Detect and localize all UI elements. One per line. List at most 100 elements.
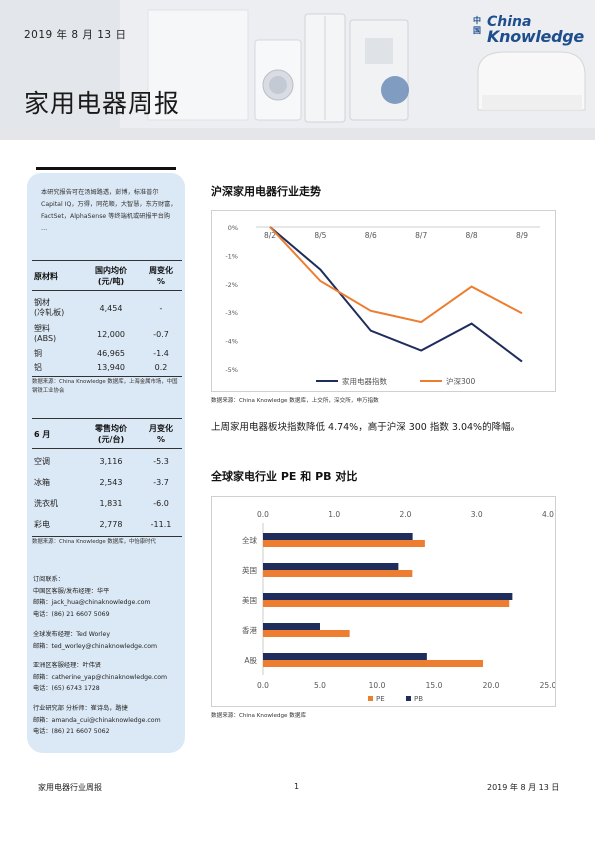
contact-block-china: 订阅联系： 中国区客服/发布经理：华平 邮箱：jack_hua@chinakno… [33, 576, 151, 618]
legend-label: PB [414, 695, 423, 703]
material-price: 46,965 [97, 348, 125, 358]
material-price: 4,454 [99, 303, 123, 313]
table-row: 铝 13,940 0.2 [32, 360, 182, 374]
pb-bar [263, 623, 320, 630]
top-axis-tick-label: 3.0 [471, 510, 483, 519]
appliance-price: 2,543 [99, 478, 123, 487]
retail-header-price: 零售均价 (元/台) [95, 424, 127, 444]
summary-paragraph: 上周家用电器板块指数降低 4.74%，高于沪深 300 指数 3.04%的降幅。 [211, 422, 521, 433]
bottom-axis-tick-label: 5.0 [314, 681, 326, 690]
pe-bar [263, 660, 484, 667]
y-tick-label: -1% [225, 252, 238, 260]
table-rule [32, 260, 182, 261]
pb-bar [263, 653, 427, 660]
pe-bar [263, 600, 510, 607]
top-axis-tick-label: 4.0 [542, 510, 554, 519]
y-tick-label: 0% [228, 224, 238, 232]
contact-block-asia: 亚洲区客服经理：叶伟贤 邮箱：catherine_yap@chinaknowle… [33, 662, 168, 692]
page-title: 家用电器周报 [24, 89, 181, 118]
material-price: 12,000 [97, 329, 125, 339]
pb-bar [263, 593, 513, 600]
bar-chart: 0.0 1.0 2.0 3.0 4.0 0.0 5.0 10.0 15.0 20.0 25.0 全球英… [242, 510, 555, 703]
bar-chart-source: 数据来源：China Knowledge 数据库 [211, 713, 307, 719]
x-tick-label: 8/9 [516, 231, 528, 240]
retail-header-month: 6 月 [34, 429, 51, 439]
legend-label: 沪深300 [446, 376, 476, 386]
logo-word-knowledge: Knowledge [487, 27, 584, 46]
sidebar-top-rule [36, 167, 176, 170]
materials-header-price: 国内均价 (元/吨) [95, 266, 127, 286]
top-axis-tick-label: 0.0 [257, 510, 269, 519]
section-title-trend: 沪深家用电器行业走势 [211, 185, 321, 198]
bar-chart-box: 0.0 1.0 2.0 3.0 4.0 0.0 5.0 10.0 15.0 20.0 25.0 全球英… [211, 496, 556, 707]
pb-bar [263, 533, 413, 540]
contact-block-research: 行业研究部 分析师：崔诗岛，路捷 邮箱：amanda_cui@chinaknow… [33, 705, 161, 735]
retail-table: 6 月 零售均价 (元/台) 月变化 % [32, 422, 182, 446]
table-row: 铜 46,965 -1.4 [32, 346, 182, 360]
y-tick-label: -4% [225, 338, 238, 346]
footer-report-name: 家用电器行业周报 [38, 783, 102, 792]
china-knowledge-logo: 中国 China Knowledge [473, 14, 584, 48]
appliance-change: -5.3 [153, 457, 169, 466]
logo-word-china: China [487, 14, 532, 30]
materials-table: 原材料 国内均价 (元/吨) 周变化 % [32, 264, 182, 288]
appliance-name: 空调 [34, 457, 50, 466]
retail-table-body: 空调 3,116 -5.3 冰箱 2,543 -3.7 洗衣机 1,831 -6… [32, 451, 182, 535]
series-line-1 [269, 226, 523, 324]
retail-source: 数据来源：China Knowledge 数据库，中怡康时代 [32, 539, 156, 545]
material-name: 铜 [34, 348, 42, 358]
top-axis-tick-label: 2.0 [400, 510, 412, 519]
legend-label: PE [376, 695, 385, 703]
category-label: 美国 [242, 595, 257, 605]
category-label: 英国 [242, 565, 257, 575]
series-line-0 [269, 226, 523, 363]
x-tick-label: 8/2 [264, 231, 276, 240]
material-name: 铝 [34, 362, 42, 372]
y-tick-label: -3% [225, 309, 238, 317]
table-row: 塑料 (ABS) 12,000 -0.7 [32, 322, 182, 346]
bottom-axis-tick-label: 20.0 [483, 681, 500, 690]
sidebar-panel: 本研究报告可在汤姆路透，彭博，标准普尔 Capital IQ，万得，同花顺，大智… [27, 173, 185, 753]
legend-swatch [406, 696, 411, 701]
y-tick-label: -2% [225, 281, 238, 289]
material-name: 钢材 (冷轧板) [34, 298, 65, 317]
table-rule [32, 418, 182, 419]
category-label: 全球 [242, 535, 257, 545]
line-chart-box: 0% -1% -2% -3% -4% -5% 8/2 8/5 8/6 8/7 8/8 8/9 家用电器指… [211, 210, 556, 392]
category-label: 香港 [242, 625, 257, 635]
table-rule [32, 536, 182, 537]
distribution-note-text: 本研究报告可在汤姆路透，彭博，标准普尔 Capital IQ，万得，同花顺，大智… [41, 189, 177, 220]
table-row: 空调 3,116 -5.3 [32, 451, 182, 472]
material-change: - [159, 303, 163, 313]
x-tick-label: 8/6 [365, 231, 377, 240]
page-header: 2019 年 8 月 13 日 家用电器周报 中国 China Knowledg… [0, 0, 595, 140]
table-row: 洗衣机 1,831 -6.0 [32, 493, 182, 514]
table-row: 彩电 2,778 -11.1 [32, 514, 182, 535]
y-tick-label: -5% [225, 366, 238, 374]
line-chart: 0% -1% -2% -3% -4% -5% 8/2 8/5 8/6 8/7 8/8 8/9 家用电器指… [225, 224, 540, 386]
x-tick-label: 8/5 [314, 231, 326, 240]
material-change: 0.2 [154, 362, 168, 372]
bottom-axis-tick-label: 25.0 [540, 681, 555, 690]
contact-block-global: 全球发布经理：Ted Worley 邮箱：ted_worley@chinakno… [33, 631, 158, 650]
appliance-name: 冰箱 [34, 478, 50, 487]
appliance-photo-banner [0, 0, 595, 140]
table-row: 冰箱 2,543 -3.7 [32, 472, 182, 493]
materials-table-body: 钢材 (冷轧板) 4,454 - 塑料 (ABS) 12,000 -0.7 铜 … [32, 294, 182, 374]
table-row: 钢材 (冷轧板) 4,454 - [32, 294, 182, 322]
appliance-change: -6.0 [153, 499, 169, 508]
appliance-change: -11.1 [150, 520, 172, 529]
top-axis-tick-label: 1.0 [328, 510, 340, 519]
x-tick-label: 8/8 [466, 231, 478, 240]
appliance-price: 1,831 [99, 499, 123, 508]
distribution-note-ellipsis: … [41, 225, 48, 232]
logo-mark: 中国 [473, 16, 481, 35]
section-title-valuation: 全球家电行业 PE 和 PB 对比 [211, 470, 358, 483]
materials-header-change: 周变化 % [149, 266, 173, 286]
appliance-price: 2,778 [99, 520, 123, 529]
pe-bar [263, 540, 425, 547]
pb-bar [263, 563, 399, 570]
material-name: 塑料 (ABS) [34, 324, 57, 343]
appliance-change: -3.7 [153, 478, 169, 487]
bottom-axis-tick-label: 0.0 [257, 681, 269, 690]
